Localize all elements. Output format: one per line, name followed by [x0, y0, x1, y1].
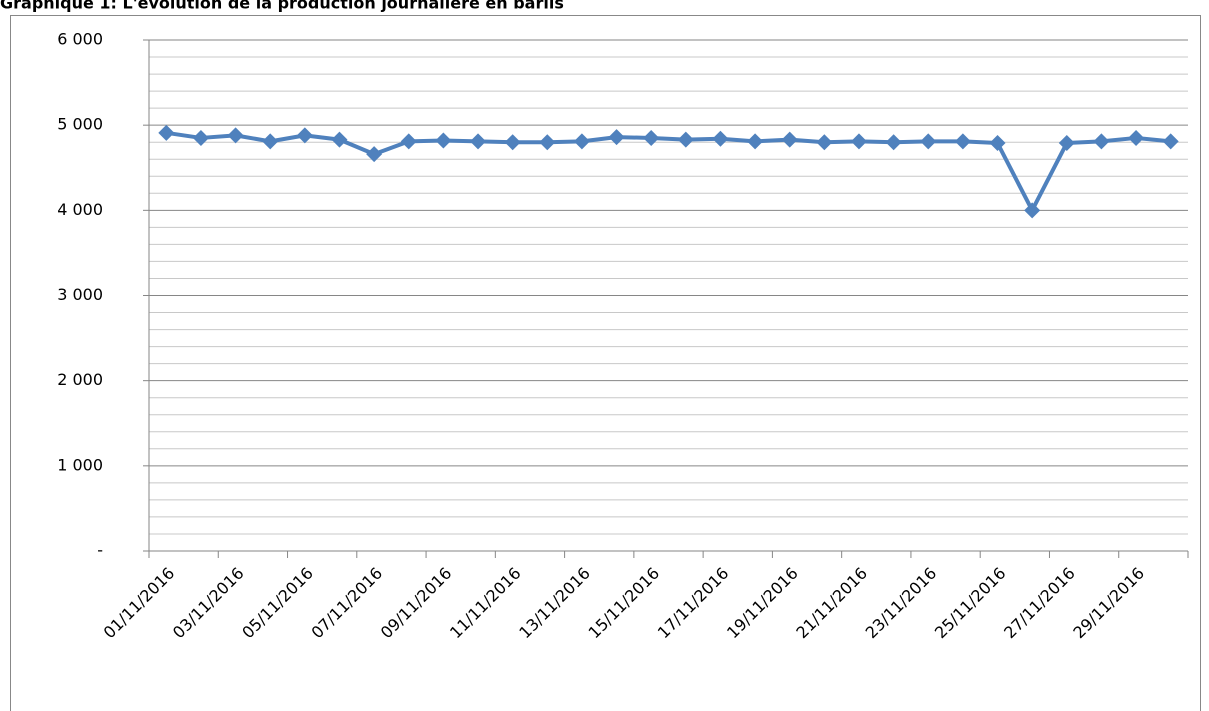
data-point	[608, 129, 625, 146]
data-point	[539, 134, 556, 151]
data-point	[850, 133, 867, 150]
data-point	[1162, 133, 1179, 150]
data-point	[435, 132, 452, 149]
data-point	[747, 133, 764, 150]
data-point	[366, 146, 383, 163]
data-point	[712, 130, 729, 147]
y-tick-label: 1 000	[57, 455, 103, 474]
data-point	[331, 131, 348, 148]
data-point	[1058, 135, 1075, 152]
data-point	[677, 131, 694, 148]
data-point	[643, 129, 660, 146]
y-tick-label: -	[97, 541, 103, 560]
y-tick-label: 6 000	[57, 30, 103, 49]
y-tick-label: 5 000	[57, 115, 103, 134]
data-point	[816, 134, 833, 151]
y-tick-label: 2 000	[57, 370, 103, 389]
data-point	[885, 134, 902, 151]
data-point	[470, 133, 487, 150]
data-point	[158, 124, 175, 141]
data-point	[781, 131, 798, 148]
data-point	[504, 134, 521, 151]
data-point	[227, 127, 244, 144]
y-tick-label: 3 000	[57, 285, 103, 304]
data-point	[573, 133, 590, 150]
data-point	[1024, 202, 1041, 219]
data-point	[400, 133, 417, 150]
data-point	[989, 135, 1006, 152]
y-tick-label: 4 000	[57, 200, 103, 219]
data-point	[1093, 133, 1110, 150]
data-point	[296, 127, 313, 144]
data-point	[192, 129, 209, 146]
chart-title: Graphique 1: L'évolution de la productio…	[0, 0, 564, 13]
data-point	[954, 133, 971, 150]
data-point	[1128, 129, 1145, 146]
data-point	[262, 133, 279, 150]
data-point	[920, 133, 937, 150]
